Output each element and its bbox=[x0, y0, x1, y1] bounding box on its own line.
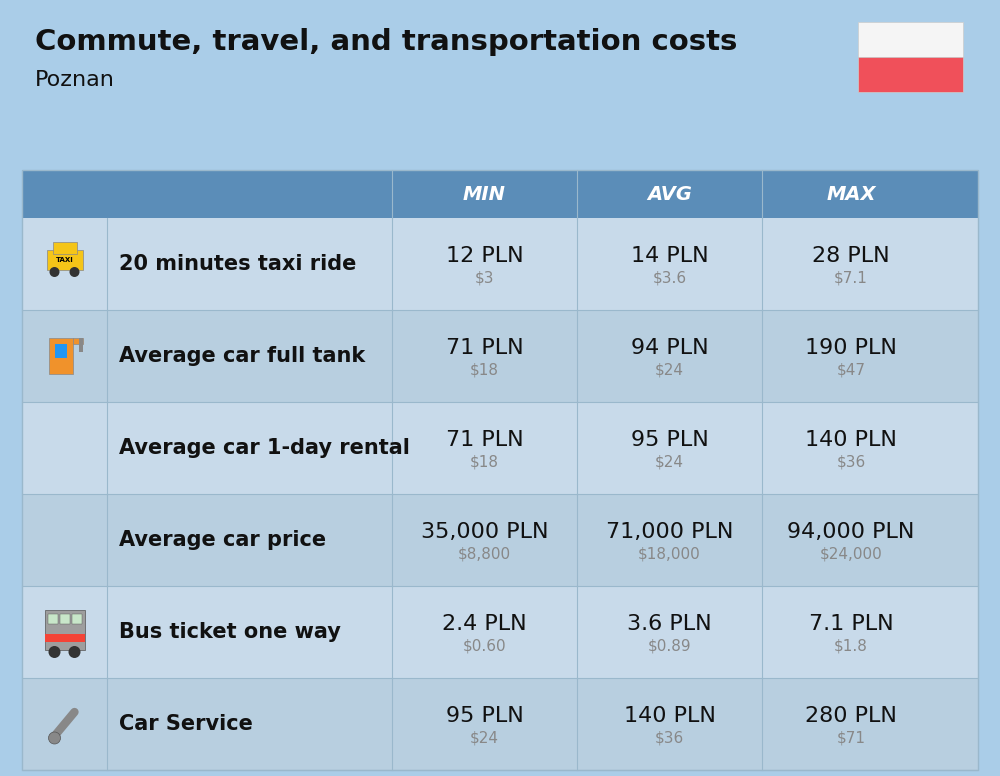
Text: 71 PLN: 71 PLN bbox=[446, 430, 523, 450]
Bar bbox=[44, 610, 84, 650]
Text: $24: $24 bbox=[655, 362, 684, 377]
Text: 140 PLN: 140 PLN bbox=[805, 430, 897, 450]
Bar bbox=[60, 614, 70, 624]
Text: $0.89: $0.89 bbox=[648, 639, 691, 653]
Text: 14 PLN: 14 PLN bbox=[631, 246, 708, 266]
Bar bbox=[72, 338, 82, 344]
Text: $47: $47 bbox=[836, 362, 866, 377]
Text: $18: $18 bbox=[470, 362, 499, 377]
Text: $3.6: $3.6 bbox=[652, 271, 687, 286]
Text: Average car 1-day rental: Average car 1-day rental bbox=[119, 438, 410, 458]
Text: 2.4 PLN: 2.4 PLN bbox=[442, 614, 527, 634]
Text: $18,000: $18,000 bbox=[638, 546, 701, 562]
Bar bbox=[22, 170, 978, 770]
Text: Average car price: Average car price bbox=[119, 530, 326, 550]
Text: 95 PLN: 95 PLN bbox=[631, 430, 708, 450]
Text: $24: $24 bbox=[470, 730, 499, 746]
Text: Average car full tank: Average car full tank bbox=[119, 346, 365, 366]
Text: $24: $24 bbox=[655, 455, 684, 469]
Text: 20 minutes taxi ride: 20 minutes taxi ride bbox=[119, 254, 356, 274]
Text: $7.1: $7.1 bbox=[834, 271, 868, 286]
Bar bbox=[22, 218, 978, 310]
Text: 94,000 PLN: 94,000 PLN bbox=[787, 522, 915, 542]
Text: 35,000 PLN: 35,000 PLN bbox=[421, 522, 548, 542]
Bar bbox=[48, 614, 58, 624]
Text: 190 PLN: 190 PLN bbox=[805, 338, 897, 358]
Text: 71,000 PLN: 71,000 PLN bbox=[606, 522, 733, 542]
Circle shape bbox=[70, 267, 80, 277]
Bar bbox=[78, 338, 82, 352]
Text: $18: $18 bbox=[470, 455, 499, 469]
Text: Car Service: Car Service bbox=[119, 714, 253, 734]
Text: 94 PLN: 94 PLN bbox=[631, 338, 708, 358]
Circle shape bbox=[48, 646, 60, 658]
Circle shape bbox=[68, 646, 80, 658]
Text: $36: $36 bbox=[836, 455, 866, 469]
Bar bbox=[72, 614, 82, 624]
Text: MAX: MAX bbox=[826, 185, 876, 203]
Bar bbox=[858, 57, 963, 92]
Bar bbox=[22, 310, 978, 402]
Bar bbox=[54, 344, 66, 358]
Bar bbox=[22, 678, 978, 770]
Text: Commute, travel, and transportation costs: Commute, travel, and transportation cost… bbox=[35, 28, 737, 56]
Text: MIN: MIN bbox=[463, 185, 506, 203]
Text: $0.60: $0.60 bbox=[463, 639, 506, 653]
Text: Bus ticket one way: Bus ticket one way bbox=[119, 622, 341, 642]
Text: 7.1 PLN: 7.1 PLN bbox=[809, 614, 893, 634]
Bar bbox=[48, 338, 72, 374]
Text: 71 PLN: 71 PLN bbox=[446, 338, 523, 358]
Bar bbox=[46, 250, 82, 270]
Text: $24,000: $24,000 bbox=[820, 546, 882, 562]
Bar bbox=[22, 586, 978, 678]
Text: AVG: AVG bbox=[647, 185, 692, 203]
Text: 12 PLN: 12 PLN bbox=[446, 246, 523, 266]
Circle shape bbox=[50, 267, 60, 277]
Bar bbox=[44, 634, 84, 642]
Bar bbox=[858, 22, 963, 57]
Circle shape bbox=[48, 732, 60, 744]
Text: 140 PLN: 140 PLN bbox=[624, 706, 715, 726]
Text: Poznan: Poznan bbox=[35, 70, 115, 90]
Bar bbox=[52, 242, 76, 254]
Text: $8,800: $8,800 bbox=[458, 546, 511, 562]
Text: TAXI: TAXI bbox=[56, 257, 73, 263]
Text: 280 PLN: 280 PLN bbox=[805, 706, 897, 726]
Text: $36: $36 bbox=[655, 730, 684, 746]
Text: 3.6 PLN: 3.6 PLN bbox=[627, 614, 712, 634]
Bar bbox=[22, 494, 978, 586]
Bar bbox=[22, 170, 978, 218]
Text: $1.8: $1.8 bbox=[834, 639, 868, 653]
Text: $71: $71 bbox=[836, 730, 866, 746]
Bar bbox=[22, 402, 978, 494]
Text: 95 PLN: 95 PLN bbox=[446, 706, 523, 726]
Text: 28 PLN: 28 PLN bbox=[812, 246, 890, 266]
Text: $3: $3 bbox=[475, 271, 494, 286]
